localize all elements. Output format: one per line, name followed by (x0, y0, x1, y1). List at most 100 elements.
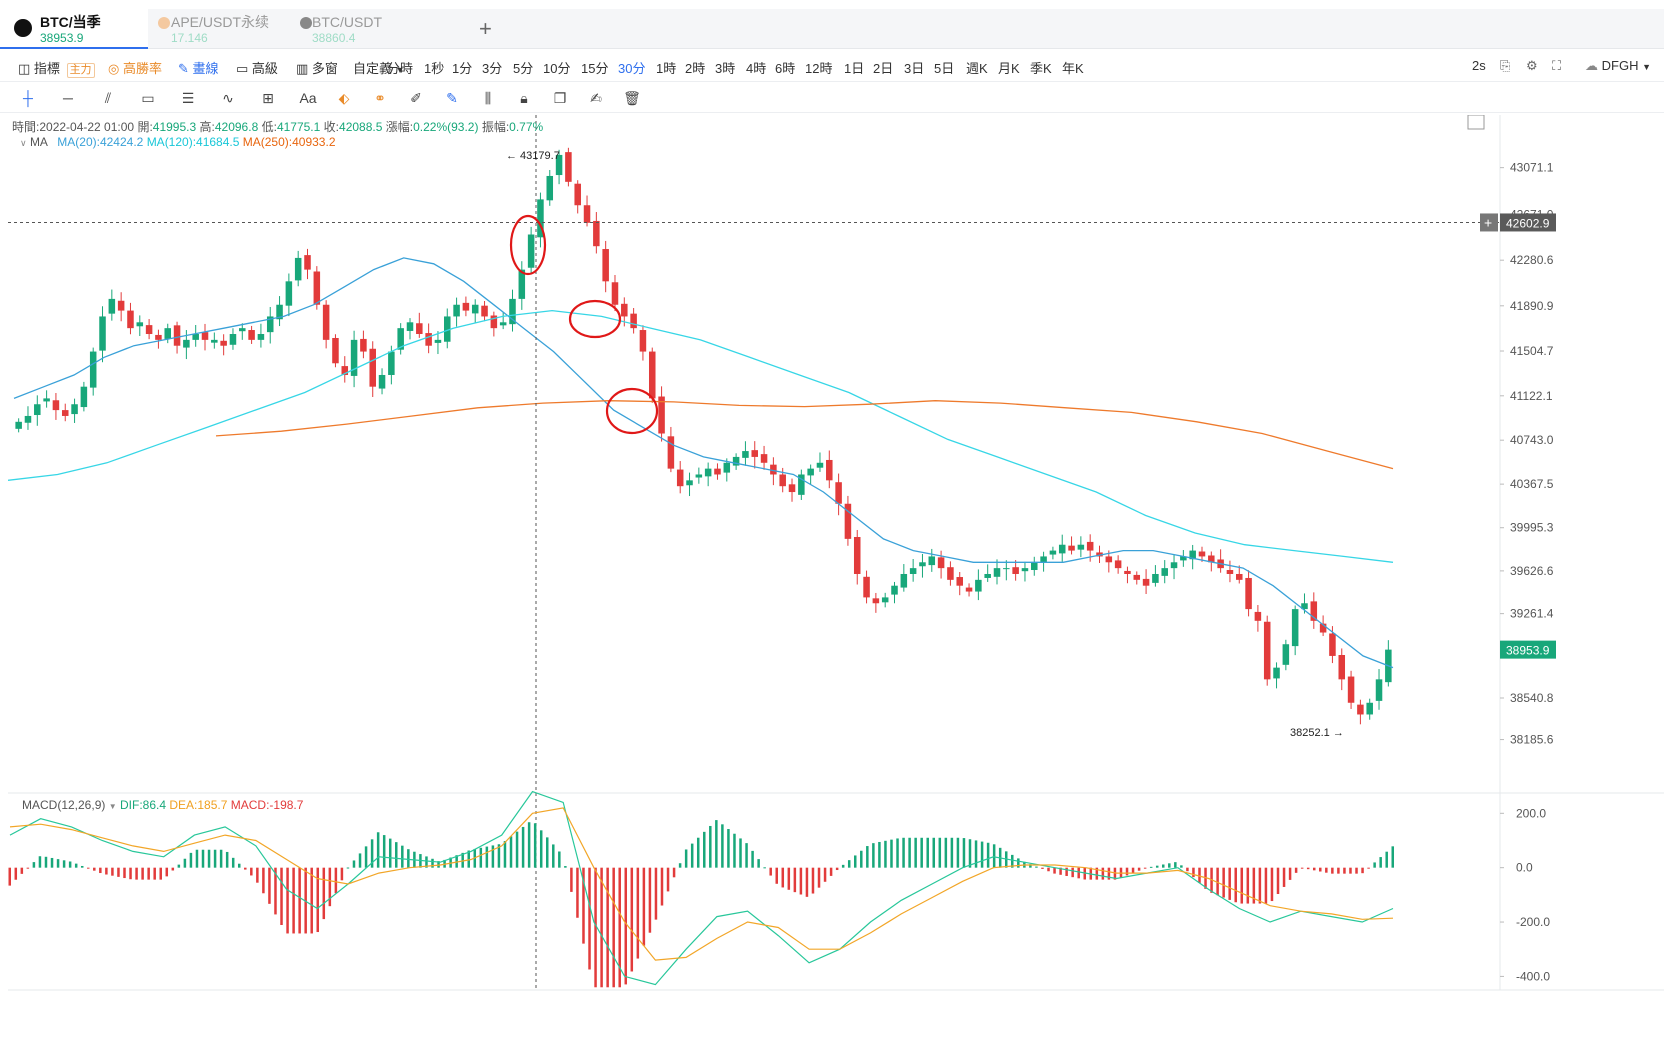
interval-20[interactable]: 季K (1030, 61, 1052, 76)
trend-line-tool-icon[interactable]: ⫽ (104, 90, 112, 106)
ma-legend[interactable]: ∨ MA MA(20):42424.2 MA(120):41684.5 MA(2… (20, 135, 336, 149)
macd-histogram-bar (980, 841, 984, 868)
macd-histogram-bar (1041, 867, 1044, 869)
macd-histogram-bar (799, 867, 803, 895)
custom-dropdown[interactable]: 自定義 ▼ (353, 58, 405, 77)
interval-16[interactable]: 3日 (904, 61, 925, 76)
interval-5[interactable]: 10分 (543, 61, 571, 76)
interval-10[interactable]: 3時 (715, 61, 736, 76)
macd-histogram-bar (1373, 862, 1376, 868)
horizontal-line-tool-icon[interactable]: ─ (63, 90, 73, 106)
candle-body (779, 474, 786, 487)
macd-histogram-bar (666, 867, 670, 892)
candle-body (369, 348, 376, 387)
candle-body (937, 557, 945, 569)
screenshot-icon[interactable]: ⎘ (1500, 58, 1511, 73)
macd-histogram-bar (497, 844, 501, 868)
interval-19[interactable]: 月K (998, 61, 1020, 76)
candle-body (835, 482, 842, 504)
interval-11[interactable]: 4時 (746, 61, 767, 76)
link-tool-icon[interactable]: ⚭ (374, 90, 386, 106)
tab-btc-quarterly[interactable]: BTC/当季 38953.9 (0, 9, 148, 49)
ma250-value: MA(250):40933.2 (242, 135, 336, 149)
rectangle-tool-icon[interactable]: ▭ (141, 90, 155, 106)
advanced-button[interactable]: ▭ 高級 (236, 58, 278, 77)
candle-body (872, 598, 880, 604)
interval-15[interactable]: 2日 (873, 61, 894, 76)
fib-tool-icon[interactable]: ☰ (181, 90, 195, 106)
candle-body (1226, 570, 1234, 574)
crosshair-tool-icon[interactable]: ┼ (23, 90, 33, 106)
candle-body (919, 562, 926, 567)
interval-13[interactable]: 12時 (805, 61, 833, 76)
macd-histogram-bar (407, 849, 410, 868)
high-win-button[interactable]: ◎ 高勝率 (108, 58, 162, 77)
interval-12[interactable]: 6時 (775, 61, 796, 76)
tab-btc-usdt[interactable]: BTC/USDT 38860.4 (290, 9, 440, 49)
interval-18[interactable]: 週K (966, 61, 988, 76)
candle-body (760, 454, 768, 463)
briefcase-icon: ▭ (236, 61, 249, 76)
price-chart-canvas[interactable]: 43071.142671.042280.641890.941504.741122… (8, 115, 1664, 1055)
interval-2[interactable]: 1分 (452, 61, 473, 76)
indicators-button[interactable]: ◫ 指標 主力 (18, 58, 95, 78)
fullscreen-icon[interactable]: ⛶ (1552, 58, 1562, 73)
candle-body (15, 421, 22, 429)
macd-histogram-bar (99, 867, 102, 874)
interval-14[interactable]: 1日 (844, 61, 865, 76)
interval-6[interactable]: 15分 (581, 61, 609, 76)
candle-body (1152, 573, 1159, 583)
candle-body (686, 480, 693, 486)
macd-histogram-bar (878, 841, 881, 868)
interval-17[interactable]: 5日 (934, 61, 955, 76)
candles-tool-icon[interactable]: ⫼ (484, 90, 492, 106)
macd-histogram-bar (890, 839, 893, 868)
macd-histogram-bar (570, 867, 573, 892)
interval-4[interactable]: 5分 (513, 61, 534, 76)
candle-body (313, 271, 321, 305)
settings-icon[interactable]: ⚙ (1526, 58, 1538, 73)
macd-histogram-bar (244, 867, 247, 870)
macd-legend[interactable]: MACD(12,26,9) ▼ DIF:86.4 DEA:185.7 MACD:… (22, 798, 303, 812)
macd-histogram-bar (1264, 867, 1268, 904)
candle-body (853, 536, 861, 574)
interval-8[interactable]: 1時 (656, 61, 677, 76)
macd-histogram-bar (195, 849, 199, 868)
macd-histogram-bar (811, 867, 815, 894)
tab-ape-usdt-perp[interactable]: APE/USDT永续 17.146 (148, 9, 290, 49)
multi-window-button[interactable]: ▥ 多窗 (296, 58, 338, 77)
wave-tool-icon[interactable]: ∿ (222, 90, 234, 106)
draw-button[interactable]: ✎ 畫線 (178, 58, 219, 77)
candle-body (397, 328, 404, 350)
add-tab-button[interactable]: + (479, 16, 492, 41)
interval-9[interactable]: 2時 (685, 61, 706, 76)
high-value: 42096.8 (214, 120, 259, 134)
magnet-tool-icon[interactable]: ⬖ (338, 90, 350, 106)
draw-mode-icon[interactable]: ✎ (446, 90, 458, 106)
interval-7[interactable]: 30分 (618, 61, 646, 76)
copy-tool-icon[interactable]: ❐ (553, 90, 567, 106)
macd-histogram-bar (1361, 867, 1364, 874)
candle-body (1180, 556, 1187, 561)
account-dropdown[interactable]: ☁ DFGH ▼ (1585, 58, 1651, 74)
measure-tool-icon[interactable]: ⊞ (262, 90, 274, 106)
ruler-tool-icon[interactable]: ✐ (410, 90, 422, 106)
interval-1[interactable]: 1秒 (424, 61, 445, 76)
tab-symbol-name: BTC/USDT (312, 14, 382, 30)
interval-3[interactable]: 3分 (482, 61, 503, 76)
macd-histogram-bar (1228, 867, 1231, 900)
open-label: 開: (137, 120, 153, 134)
chart-area[interactable]: 43071.142671.042280.641890.941504.741122… (8, 115, 1664, 1055)
interval-0[interactable]: 分時 (387, 61, 414, 76)
candle-body (220, 340, 227, 346)
trash-icon[interactable]: 🗑︎ (623, 90, 641, 106)
text-tool-icon[interactable]: Aa (299, 90, 317, 106)
refresh-rate[interactable]: 2s (1472, 58, 1486, 73)
lock-tool-icon[interactable]: 🔒︎ (520, 90, 528, 106)
candle-body (61, 410, 69, 416)
macd-histogram-bar (171, 867, 175, 871)
interval-21[interactable]: 年K (1062, 61, 1084, 76)
candle-body (453, 304, 460, 317)
dif-value: DIF:86.4 (119, 798, 167, 812)
edit-tool-icon[interactable]: ✍ (590, 90, 602, 106)
